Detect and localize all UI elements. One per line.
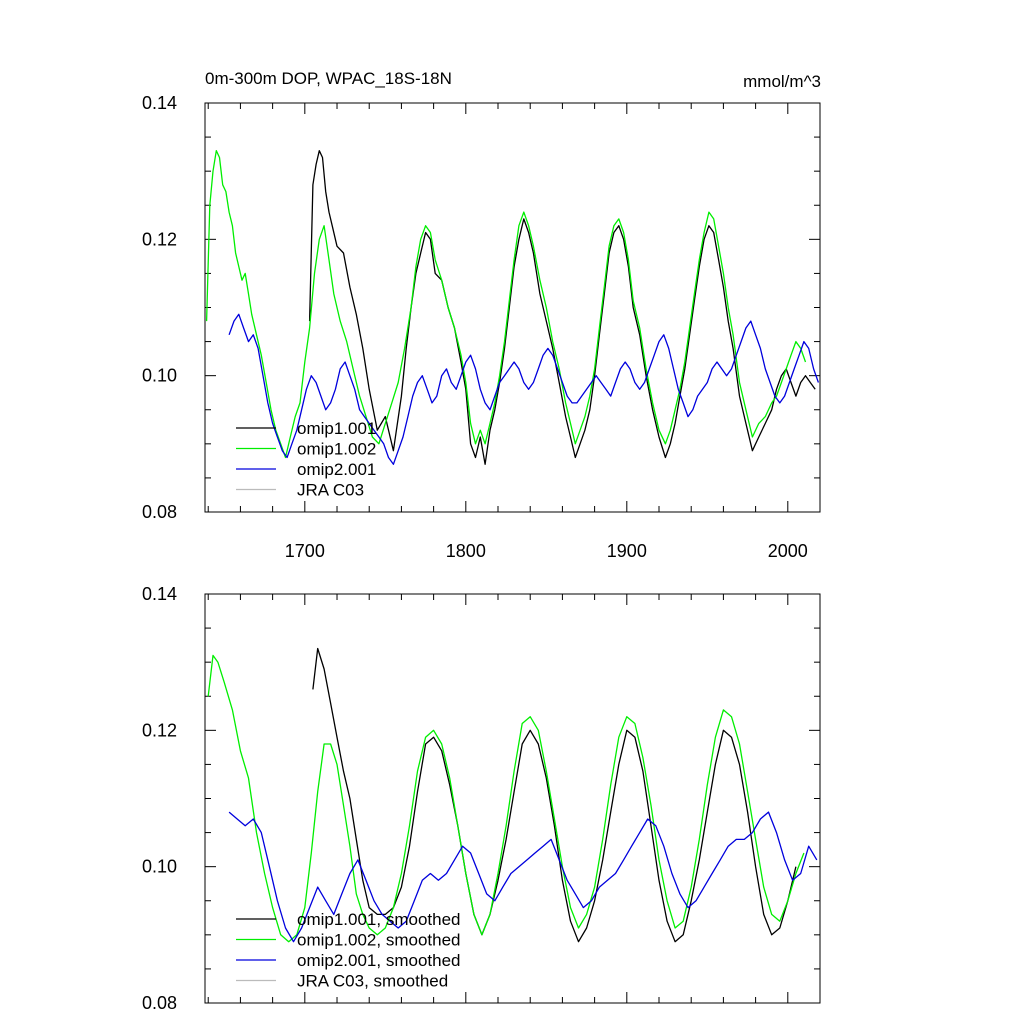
y-tick-label: 0.08: [142, 502, 177, 522]
plot-frame: [204, 102, 821, 513]
y-tick-label: 0.14: [142, 584, 177, 604]
x-tick-label: 1800: [446, 541, 486, 561]
series-line-omip2-001-smoothed: [228, 811, 818, 943]
series-line-omip2-001: [228, 313, 820, 465]
legend-label: omip2.001, smoothed: [297, 951, 461, 970]
plot-frame: [204, 593, 821, 1004]
series-line-omip1-001-smoothed: [312, 647, 797, 943]
chart-title: 0m-300m DOP, WPAC_18S-18N: [205, 69, 452, 88]
y-tick-label: 0.10: [142, 366, 177, 386]
series-line-omip1-002: [205, 150, 807, 459]
panel-bottom: 0.08 0.10 0.12 0.14 omip1.001, smoothed omip1…: [142, 584, 821, 1013]
x-tick-label: 2000: [768, 541, 808, 561]
legend-label: omip1.001: [297, 419, 376, 438]
x-tick-label: 1700: [285, 541, 325, 561]
legend-label: JRA C03: [297, 481, 364, 500]
y-tick-label: 0.10: [142, 857, 177, 877]
legend-label: omip2.001: [297, 460, 376, 479]
y-tick-label: 0.12: [142, 229, 177, 249]
y-tick-label: 0.12: [142, 720, 177, 740]
series-line-omip1-002-smoothed: [207, 654, 805, 943]
y-tick-label: 0.14: [142, 93, 177, 113]
panel-top: 0.08 0.10 0.12 0.14 1700 1800 1900 2000 omip1.00…: [142, 93, 821, 561]
units-label: mmol/m^3: [743, 72, 821, 91]
legend-label: omip1.002: [297, 440, 376, 459]
x-tick-label: 1900: [607, 541, 647, 561]
legend-label: omip1.002, smoothed: [297, 931, 461, 950]
legend-label: JRA C03, smoothed: [297, 972, 448, 991]
series-line-omip1-001: [308, 150, 816, 465]
legend-label: omip1.001, smoothed: [297, 910, 461, 929]
y-tick-label: 0.08: [142, 993, 177, 1013]
